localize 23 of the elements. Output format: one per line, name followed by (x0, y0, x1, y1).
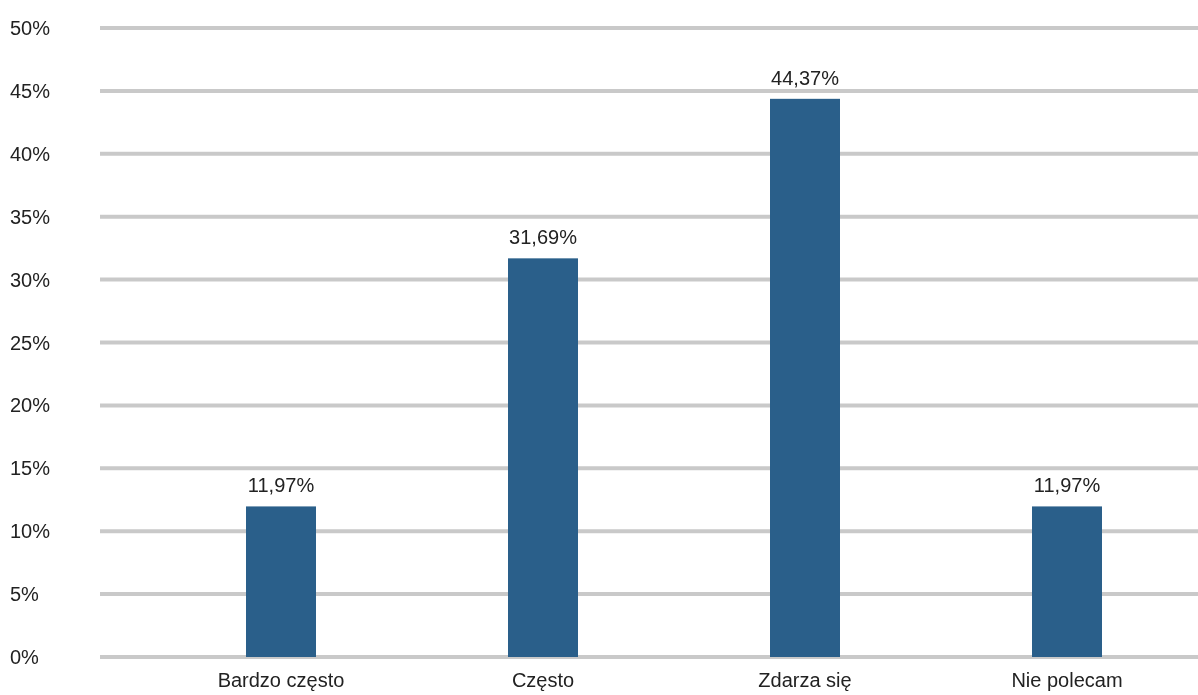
y-tick-label: 50% (10, 17, 51, 39)
y-tick-label: 40% (10, 142, 51, 165)
data-label: 31,69% (509, 226, 578, 249)
x-tick-label: Bardzo często (217, 669, 345, 691)
x-tick-label: Nie polecam (1011, 669, 1123, 691)
bar (246, 506, 316, 657)
y-tick-label: 45% (10, 79, 51, 102)
bar (770, 98, 840, 657)
x-tick-label: Często (511, 669, 575, 691)
y-tick-label: 20% (10, 394, 51, 417)
bar (508, 258, 578, 657)
y-tick-label: 5% (10, 583, 40, 606)
bar (1032, 506, 1102, 657)
y-tick-label: 10% (10, 520, 51, 543)
x-tick-label: Zdarza się (758, 669, 852, 691)
data-label: 11,97% (247, 474, 315, 497)
y-tick-label: 30% (10, 268, 51, 291)
y-tick-label: 15% (10, 457, 51, 480)
data-label: 11,97% (1033, 474, 1101, 497)
data-label: 44,37% (771, 66, 840, 89)
y-tick-label: 25% (10, 331, 51, 354)
y-tick-label: 0% (10, 646, 40, 668)
y-tick-label: 35% (10, 205, 51, 228)
